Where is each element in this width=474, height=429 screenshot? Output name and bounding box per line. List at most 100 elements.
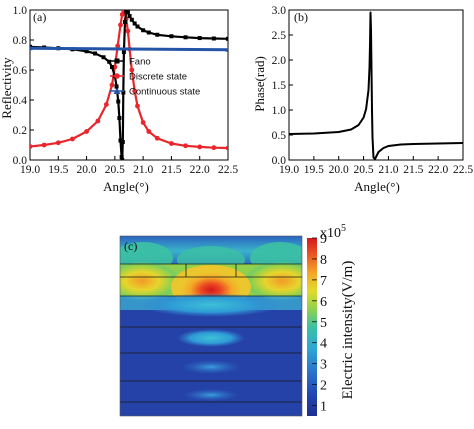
colorbar-exponent-base: x10 (320, 226, 341, 241)
panel-a-y-tick-label: 0.6 (13, 65, 28, 77)
panel-b-y-tick-label: 0.5 (272, 130, 287, 142)
data-point-continuous-state (30, 45, 33, 51)
panel-b-series-group (289, 11, 463, 160)
data-point-fano (120, 158, 125, 160)
data-point-discrete-state (129, 67, 135, 73)
panel-b-y-tick-label: 1.5 (272, 80, 287, 92)
data-point-fano (118, 138, 123, 143)
panel-a-series-group (30, 10, 228, 160)
series-markers-continuous-state (30, 45, 228, 52)
data-point-discrete-state (70, 136, 75, 142)
data-point-discrete-state (30, 144, 33, 149)
colorbar-title: Electric intensity(V/m) (340, 261, 356, 400)
series-line-continuous-state (30, 46, 228, 52)
data-point-fano (123, 20, 128, 24)
panel-a: 19.0 19.5 20.0 20.5 21.0 21.5 22.0 22.5 0.00.20… (0, 5, 238, 194)
data-point-fano (132, 21, 137, 26)
data-point-discrete-state (154, 135, 160, 141)
panel-a-x-tick-label: 22.5 (218, 164, 238, 176)
panel-a-label: (a) (33, 10, 46, 24)
data-point-discrete-state (146, 129, 152, 134)
panel-b-x-tick-label: 19.0 (279, 164, 299, 176)
panel-a-x-tick-label: 21.5 (161, 164, 181, 176)
panel-a-x-tick-label: 21.0 (133, 164, 153, 176)
legend-entry-continuous-state: Continuous state (110, 87, 200, 98)
legend-label-fano: Fano (129, 57, 151, 68)
data-point-discrete-state (183, 143, 188, 149)
colorbar-tick-label: 8 (320, 253, 327, 268)
data-point-fano (135, 24, 140, 29)
colorbar-tick-label: 3 (320, 358, 327, 373)
panel-a-x-tick-label: 20.5 (105, 164, 125, 176)
legend-label-continuous-state: Continuous state (129, 87, 200, 98)
panel-a-x-ticks: 19.0 19.5 20.0 20.5 21.0 21.5 22.0 22.5 (20, 156, 238, 176)
panel-a-y-tick-label: 0.8 (13, 35, 28, 47)
data-point-fano (121, 50, 126, 54)
data-point-discrete-state (125, 28, 131, 34)
data-point-fano (30, 44, 32, 49)
data-point-discrete-state (135, 103, 140, 109)
heatmap-blob-layer3 (181, 360, 241, 374)
data-point-fano (127, 14, 132, 18)
data-point-discrete-state (55, 140, 61, 146)
legend-entry-fano: Fano (110, 57, 151, 68)
legend-marker-discrete-state (114, 73, 120, 79)
panel-a-y-ticks: 0.0 0.2 0.4 0.6 0.8 1.0 (13, 5, 34, 167)
data-point-fano (125, 10, 130, 15)
series-markers-discrete-state (30, 10, 228, 151)
colorbar-tick-label: 7 (320, 274, 327, 289)
heatmap-blob-layer4 (183, 389, 239, 401)
panel-b-y-tick-label: 3.0 (272, 5, 287, 17)
heatmap-frame (119, 235, 303, 417)
panel-b-x-tick-label: 20.0 (329, 164, 349, 176)
structure-outline-lines (120, 263, 302, 403)
data-point-fano (169, 34, 174, 39)
data-point-discrete-state (118, 22, 123, 28)
panel-b-x-ticks: 19.0 19.5 20.0 20.5 21.0 21.5 22.0 22.5 (279, 156, 473, 176)
colorbar-ticks: 1 2 3 4 5 6 7 8 9 (312, 232, 327, 415)
panel-a-x-tick-label: 22.0 (190, 164, 210, 176)
data-point-discrete-state (115, 43, 121, 49)
panel-a-x-tick-label: 19.5 (48, 164, 68, 176)
heatmap-cyan-lower (141, 293, 281, 317)
colorbar-tick-label: 4 (320, 337, 327, 352)
heatmap-warm-right (244, 261, 302, 301)
panel-b-x-tick-label: 22.0 (428, 164, 448, 176)
panel-a-plot (29, 9, 229, 161)
panel-b-x-tick-label: 20.5 (354, 164, 374, 176)
data-point-fano (155, 32, 160, 37)
data-point-fano (129, 17, 134, 22)
data-point-discrete-state (169, 141, 174, 146)
data-point-fano (226, 36, 228, 41)
colorbar-tick-label: 5 (320, 316, 327, 331)
panel-b-x-tick-label: 22.5 (453, 164, 473, 176)
colorbar (307, 238, 317, 416)
data-point-fano (183, 35, 188, 40)
data-point-discrete-state (140, 120, 146, 125)
heatmap-warm-left (120, 261, 180, 301)
data-point-continuous-state (225, 47, 228, 52)
legend-marker-continuous-state (113, 87, 121, 94)
legend-marker-fano (114, 58, 120, 64)
data-point-fano (120, 140, 125, 144)
panel-a-y-tick-label: 1.0 (13, 5, 28, 17)
data-point-fano (114, 84, 119, 89)
panel-b-label: (b) (294, 10, 308, 24)
panel-a-axes-frame (29, 9, 229, 161)
data-point-discrete-state (211, 145, 217, 151)
colorbar-tick-label: 1 (320, 400, 327, 415)
data-point-fano (146, 30, 151, 35)
panel-a-y-axis-label: Reflectivity (0, 57, 14, 119)
data-point-fano (116, 99, 121, 104)
panel-a-x-axis-label: Angle(°) (103, 179, 149, 194)
data-point-discrete-state (109, 82, 115, 88)
data-point-discrete-state (103, 102, 109, 107)
panel-b-y-tick-label: 2.0 (272, 55, 287, 67)
data-point-fano (93, 51, 98, 56)
data-point-fano (84, 49, 89, 54)
panel-b-plot (288, 9, 464, 161)
panel-b-y-ticks: 0.0 0.5 1.0 1.5 2.0 2.5 3.0 (272, 5, 293, 167)
heatmap-cyan-layer2 (177, 329, 245, 347)
panel-a-y-tick-label: 0.0 (13, 155, 28, 167)
